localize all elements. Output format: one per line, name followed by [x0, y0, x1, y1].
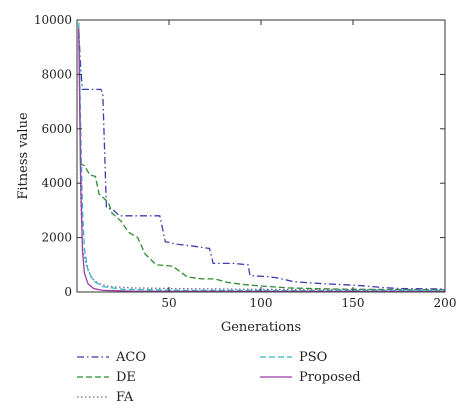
legend-label: DE: [116, 370, 136, 385]
series-line-fa: [78, 25, 445, 291]
y-axis-label: Fitness value: [16, 112, 31, 200]
legend-item-de: DE: [77, 370, 136, 385]
x-axis-label: Generations: [221, 320, 301, 335]
legend-item-fa: FA: [77, 390, 134, 405]
y-tick-label: 0: [64, 285, 72, 299]
legend-item-aco: ACO: [77, 350, 146, 365]
legend-label: FA: [116, 390, 134, 405]
legend-item-pso: PSO: [260, 350, 327, 365]
y-tick-label: 2000: [41, 231, 72, 245]
legend-label: ACO: [115, 350, 146, 365]
legend-label: Proposed: [299, 370, 361, 385]
series-line-pso: [78, 22, 445, 292]
y-tick-label: 10000: [34, 13, 72, 27]
y-tick-label: 6000: [41, 122, 72, 136]
plot-frame: [76, 19, 446, 293]
y-tick-label: 8000: [41, 67, 72, 81]
x-tick-label: 50: [161, 296, 176, 310]
legend-label: PSO: [299, 350, 327, 365]
x-tick-label: 200: [434, 296, 457, 310]
series-line-de: [78, 36, 445, 291]
series-line-proposed: [78, 28, 445, 292]
axes: 0 2000 4000 6000 8000 10000 50 100 150 200: [34, 13, 457, 310]
plot-area: [78, 22, 445, 292]
series-group: [78, 22, 445, 292]
series-line-aco: [78, 30, 445, 290]
legend: ACO DE FA PSO Proposed: [77, 350, 361, 405]
legend-item-proposed: Proposed: [260, 370, 361, 385]
y-tick-label: 4000: [41, 176, 72, 190]
x-tick-label: 150: [342, 296, 365, 310]
x-tick-label: 100: [250, 296, 273, 310]
